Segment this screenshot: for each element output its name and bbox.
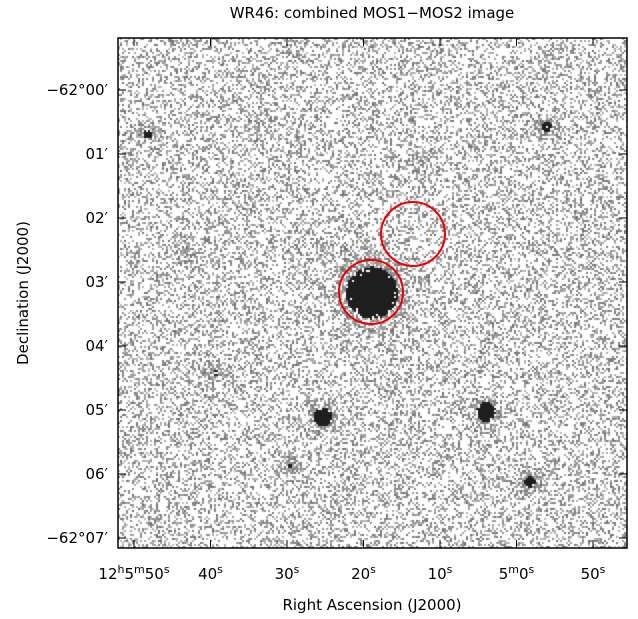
x-tick-part: 5 bbox=[499, 565, 509, 583]
y-tick-label: 03′ bbox=[86, 273, 109, 291]
x-tick-part: 10 bbox=[428, 565, 447, 583]
plot-frame bbox=[117, 37, 628, 549]
x-tick-part: 20 bbox=[351, 565, 370, 583]
y-tick-label: −62°07′ bbox=[46, 529, 108, 547]
y-axis-label: Declination (J2000) bbox=[14, 221, 32, 365]
y-tick-label: −62°00′ bbox=[46, 81, 108, 99]
x-tick-part: 5 bbox=[124, 565, 134, 583]
x-tick-label: 10s bbox=[428, 563, 453, 583]
x-tick-part: 40 bbox=[198, 565, 217, 583]
x-axis-label: Right Ascension (J2000) bbox=[282, 596, 461, 614]
x-tick-label: 20s bbox=[351, 563, 376, 583]
y-tick-label: 06′ bbox=[86, 465, 109, 483]
x-tick-label: 30s bbox=[275, 563, 300, 583]
x-tick-part: 0 bbox=[519, 565, 529, 583]
x-tick-label: 50s bbox=[581, 563, 606, 583]
title: WR46: combined MOS1−MOS2 image bbox=[230, 4, 515, 22]
x-tick-part: 12 bbox=[98, 565, 117, 583]
x-tick-part: h bbox=[118, 563, 125, 576]
x-tick-part: s bbox=[447, 563, 453, 576]
x-tick-part: s bbox=[294, 563, 300, 576]
x-tick-part: s bbox=[529, 563, 535, 576]
sky-image bbox=[118, 38, 627, 548]
y-tick-label: 01′ bbox=[86, 145, 109, 163]
x-tick-part: s bbox=[600, 563, 606, 576]
y-tick-label: 02′ bbox=[86, 209, 109, 227]
y-tick-label: 04′ bbox=[86, 337, 109, 355]
x-tick-part: s bbox=[217, 563, 223, 576]
x-tick-label: 12h5m50s bbox=[98, 563, 169, 583]
x-tick-part: 50 bbox=[145, 565, 164, 583]
background-circle bbox=[380, 201, 446, 267]
x-tick-part: m bbox=[134, 563, 145, 576]
x-tick-label: 5m0s bbox=[499, 563, 535, 583]
x-tick-part: 50 bbox=[581, 565, 600, 583]
x-tick-part: m bbox=[508, 563, 519, 576]
x-tick-part: s bbox=[370, 563, 376, 576]
x-tick-part: 30 bbox=[275, 565, 294, 583]
x-tick-part: s bbox=[164, 563, 170, 576]
y-tick-label: 05′ bbox=[86, 401, 109, 419]
x-tick-label: 40s bbox=[198, 563, 223, 583]
source-circle bbox=[338, 259, 404, 325]
